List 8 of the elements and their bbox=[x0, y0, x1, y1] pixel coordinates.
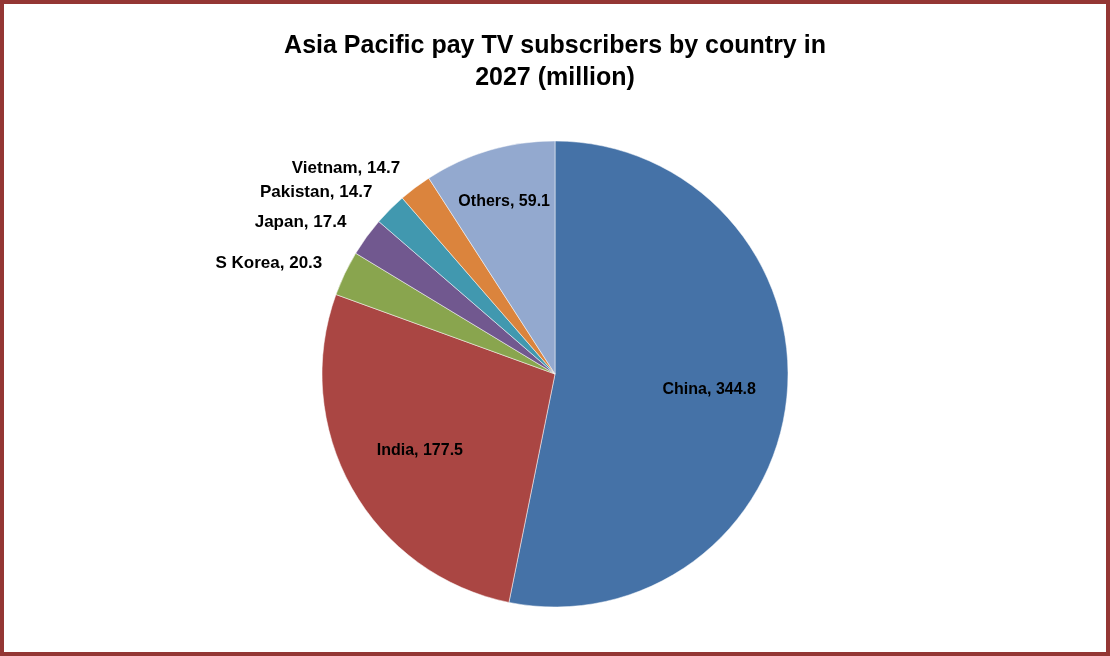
slice-label: India, 177.5 bbox=[376, 440, 464, 458]
slice-label: Pakistan, 14.7 bbox=[259, 181, 373, 201]
slice-label: Japan, 17.4 bbox=[254, 212, 347, 232]
slice-label: S Korea, 20.3 bbox=[215, 252, 323, 272]
slice-label: China, 344.8 bbox=[662, 380, 757, 398]
slice-label: Vietnam, 14.7 bbox=[291, 157, 401, 177]
chart-title: Asia Pacific pay TV subscribers by country in 2027 (million) bbox=[284, 30, 826, 90]
slice-label: Others, 59.1 bbox=[458, 192, 551, 210]
